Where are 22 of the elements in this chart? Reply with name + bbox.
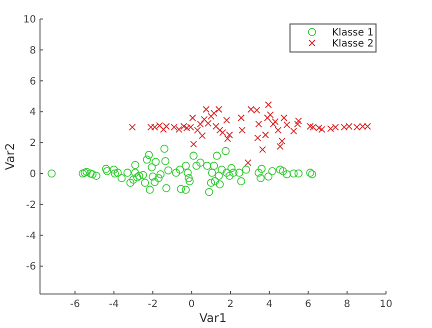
legend-label: Klasse 2 (332, 38, 374, 50)
x-tick-label: 2 (227, 299, 234, 310)
y-tick-label: 8 (30, 45, 36, 56)
y-tick-label: 4 (30, 107, 36, 118)
y-axis-title: Var2 (3, 142, 17, 170)
x-tick-label: 10 (380, 299, 392, 310)
x-tick-label: 8 (344, 299, 350, 310)
x-tick-label: 4 (266, 299, 273, 310)
y-tick-label: 10 (23, 14, 36, 26)
x-tick-label: 6 (305, 299, 312, 310)
y-tick-label: -4 (26, 230, 36, 242)
y-tick-label: 0 (30, 168, 36, 180)
y-tick-label: 6 (30, 76, 36, 88)
x-axis-title: Var1 (199, 311, 227, 325)
y-tick-label: -2 (26, 200, 36, 211)
x-tick-label: -6 (70, 299, 80, 310)
legend-label: Klasse 1 (332, 28, 374, 38)
x-tick-label: 0 (188, 299, 195, 310)
x-tick-label: -2 (148, 299, 158, 310)
y-tick-label: 2 (30, 138, 36, 150)
x-tick-label: -4 (108, 299, 119, 310)
y-tick-label: -6 (26, 262, 36, 273)
